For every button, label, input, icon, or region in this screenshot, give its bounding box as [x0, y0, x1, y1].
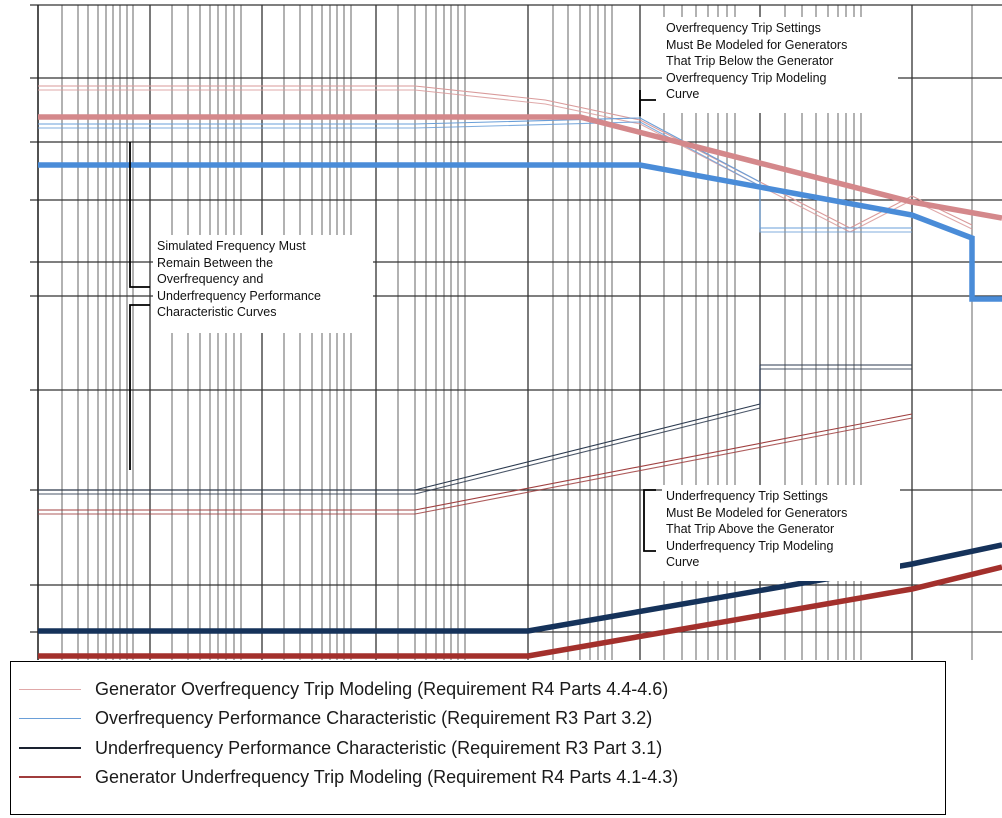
bold-curve-2	[38, 162, 1002, 302]
legend-swatch	[19, 776, 81, 778]
thin-curves	[38, 85, 973, 515]
note-line: Must Be Modeled for Generators	[666, 505, 848, 520]
note-line: Overfrequency Trip Settings	[666, 21, 821, 35]
note-line: Overfrequency and	[157, 272, 264, 286]
annotation-brackets	[129, 90, 656, 552]
bold-curve-3	[38, 542, 1002, 634]
annotation-bracket-3	[639, 90, 656, 116]
overfrequency-trip-note: Overfrequency Trip Settings Must Be Mode…	[662, 17, 898, 113]
legend-item: Generator Overfrequency Trip Modeling (R…	[19, 678, 668, 700]
note-line: Overfrequency Trip Modeling	[666, 70, 827, 85]
note-line: Remain Between the	[157, 255, 274, 270]
series-line-4-inner	[38, 417, 913, 515]
underfrequency-trip-note: Underfrequency Trip Settings Must Be Mod…	[662, 485, 900, 581]
legend-item: Underfrequency Performance Characteristi…	[19, 737, 662, 759]
series-line-2-inner	[38, 121, 912, 233]
series-line-4	[38, 413, 913, 511]
annotation-bracket-4	[643, 489, 656, 552]
thick-curves	[38, 114, 1002, 659]
note-line: Underfrequency Performance	[157, 288, 321, 303]
annotation-bracket-1	[129, 142, 150, 288]
note-line: Underfrequency Trip Modeling	[666, 538, 834, 553]
note-line: Must Be Modeled for Generators	[666, 37, 848, 52]
chart-legend: Generator Overfrequency Trip Modeling (R…	[10, 661, 946, 815]
legend-item: Generator Underfrequency Trip Modeling (…	[19, 766, 678, 788]
legend-swatch	[19, 717, 81, 719]
annotation-bracket-2	[129, 304, 150, 470]
bold-curve-4	[38, 564, 1002, 659]
legend-label: Generator Overfrequency Trip Modeling (R…	[95, 678, 669, 699]
note-line: Curve	[666, 555, 700, 569]
note-line: Characteristic Curves	[157, 305, 277, 319]
legend-swatch	[19, 688, 81, 690]
bold-curve-1	[38, 114, 1002, 221]
note-line: Underfrequency Trip Settings	[666, 489, 828, 503]
series-line-1-inner	[38, 89, 973, 233]
note-line: That Trip Below the Generator	[666, 54, 834, 68]
legend-item: Overfrequency Performance Characteristic…	[19, 707, 652, 729]
grid-vertical	[37, 5, 973, 660]
legend-label: Generator Underfrequency Trip Modeling (…	[95, 766, 679, 787]
series-line-3-inner	[38, 368, 912, 495]
note-line: That Trip Above the Generator	[666, 522, 835, 536]
legend-swatch	[19, 747, 81, 749]
note-line: Simulated Frequency Must	[157, 239, 306, 253]
legend-label: Overfrequency Performance Characteristic…	[95, 707, 653, 728]
note-line: Curve	[666, 87, 700, 101]
simulated-frequency-note: Simulated Frequency Must Remain Between …	[153, 235, 373, 333]
legend-label: Underfrequency Performance Characteristi…	[95, 737, 663, 758]
